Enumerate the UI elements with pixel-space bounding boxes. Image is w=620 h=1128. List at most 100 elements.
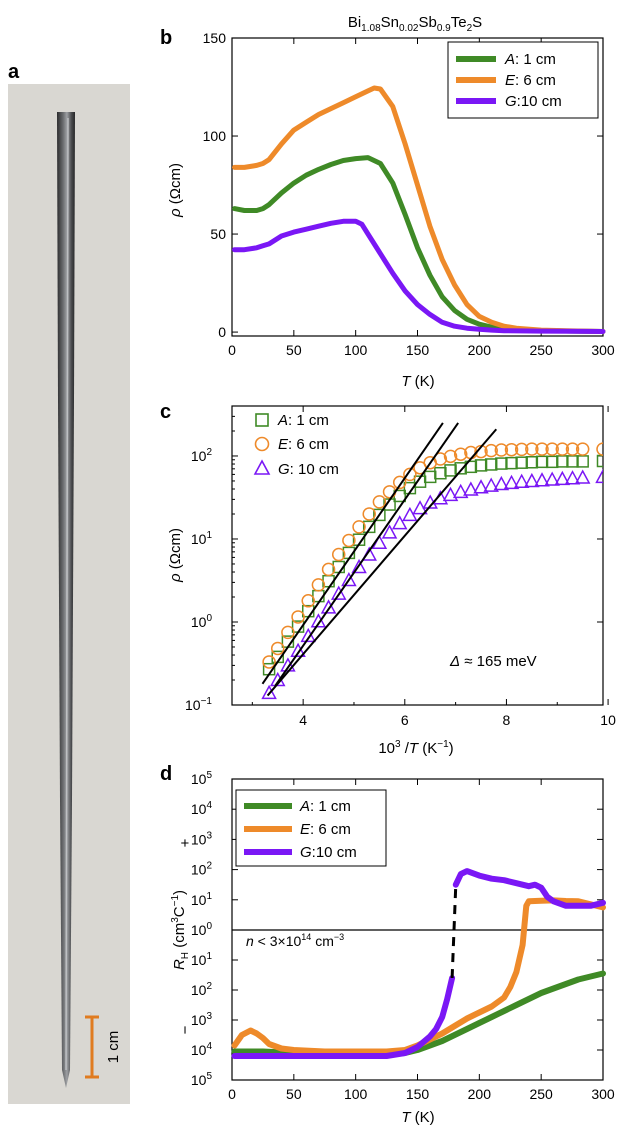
chart-c-point-G — [463, 481, 479, 496]
chart-d-sign-change-dashed-line — [450, 884, 458, 979]
chart-c-point-E — [392, 475, 407, 490]
chart-d-line-G-positive — [452, 868, 606, 909]
chart-c-point-G — [483, 477, 499, 492]
chart-c-point-E — [372, 495, 387, 509]
chart-d-ytick-label-upper: 101 — [191, 891, 213, 908]
chart-c-point-E — [443, 449, 458, 464]
chart-c-point-G — [452, 483, 469, 499]
legend-c-E-marker — [254, 436, 270, 452]
panel-a: a 1 cm — [8, 61, 130, 1104]
chart-c-marks — [261, 422, 603, 700]
chart-c-point-G — [381, 524, 398, 539]
chart-c-point-A — [566, 455, 579, 468]
legend-b-G-label: G:10 cm — [505, 93, 562, 110]
chart-c-plot: 4 6 8 10 10−1 100 101 102 — [185, 405, 616, 728]
chart-c-ylabel: ρ (Ωcm) — [167, 528, 184, 583]
chart-c-point-A — [515, 456, 528, 469]
legend-c-A-marker — [255, 413, 269, 427]
chart-b-xtick-label: 200 — [468, 342, 492, 358]
chart-c-point-E — [311, 578, 326, 592]
chart-d-ytick-label-upper: 105 — [191, 770, 213, 787]
chart-c-point-A — [535, 455, 549, 469]
chart-c-point-A — [474, 459, 488, 472]
chart-c-point-E — [352, 520, 366, 534]
chart-c-xtick-label: 10 — [600, 712, 616, 728]
chart-c-point-E — [555, 442, 570, 456]
chart-c-fit-line-2 — [274, 422, 459, 687]
panel-label-a: a — [8, 61, 20, 83]
chart-d-xtick-label: 300 — [591, 1086, 615, 1102]
chart-d-ytick-label-lower: 102 — [191, 981, 213, 998]
chart-c-point-G — [513, 473, 530, 488]
chart-c-point-G — [330, 585, 347, 600]
chart-c-point-A — [556, 455, 569, 468]
chart-b-ytick-label: 50 — [210, 226, 226, 242]
chart-c-point-A — [576, 455, 589, 468]
chart-c-point-G — [595, 468, 603, 484]
chart-c-point-E — [362, 507, 376, 521]
panel-label-d: d — [160, 763, 172, 785]
chart-c-point-G — [391, 515, 408, 530]
chart-c-ytick-label: 100 — [191, 613, 213, 630]
chart-c-xlabel: 103 /T (K−1) — [378, 739, 453, 757]
legend-c-G-marker — [253, 459, 271, 475]
chart-c-point-G — [351, 558, 367, 574]
panel-label-b: b — [160, 27, 172, 49]
chart-c-point-G — [534, 472, 550, 487]
chart-c-point-A — [525, 456, 539, 469]
chart-d-sign-minus: − — [177, 1025, 194, 1034]
chart-d-xtick-label: 50 — [286, 1086, 302, 1102]
chart-d-ytick-label-lower: 101 — [191, 951, 213, 968]
scale-bar: 1 cm — [85, 1015, 122, 1079]
chart-c-point-G — [544, 471, 560, 486]
chart-c-point-A — [484, 458, 498, 471]
chart-c-point-A — [464, 460, 478, 474]
chart-c-point-A — [495, 457, 508, 470]
chart-c-point-G — [564, 470, 581, 485]
chart-d-sign-plus: + — [177, 838, 194, 847]
chart-d-legend: A: 1 cm E: 6 cm G:10 cm — [235, 789, 387, 867]
chart-c-point-A — [423, 470, 437, 484]
chart-b-ytick-label: 0 — [218, 324, 226, 340]
chart-c-point-A — [362, 520, 376, 534]
chart-d-ytick-label-upper: 103 — [191, 830, 213, 847]
chart-c-point-E — [575, 442, 590, 456]
chart-d-line-E — [231, 897, 606, 1055]
chart-c-ytick-label: 10−1 — [185, 696, 212, 713]
chart-c-point-A — [596, 454, 603, 468]
chart-d-xtick-label: 0 — [228, 1086, 236, 1102]
rod-image — [57, 112, 75, 1088]
chart-c-ytick-label: 101 — [191, 530, 213, 547]
chart-b-xtick-label: 0 — [228, 342, 236, 358]
chart-c-point-E — [453, 447, 468, 461]
chart-b-xtick-label: 250 — [529, 342, 553, 358]
chart-c-point-E — [514, 442, 529, 457]
chart-b-legend: A: 1 cm E: 6 cm G:10 cm — [447, 41, 599, 119]
chart-d-ytick-label-lower: 104 — [191, 1041, 213, 1058]
chart-c-point-E — [331, 547, 346, 562]
chart-c-point-A — [434, 466, 447, 480]
panel-d: d 0 50 100 150 200 250 300 105 104 103 102 101 100 10… — [160, 763, 615, 1126]
chart-c-point-A — [545, 455, 559, 469]
chart-c-point-A — [454, 462, 467, 475]
chart-b-xtick-label: 50 — [286, 342, 302, 358]
chart-b-ytick-label: 100 — [203, 128, 227, 144]
chart-c-point-G — [554, 470, 571, 486]
chart-c-point-G — [261, 684, 277, 700]
chart-c-point-G — [493, 475, 510, 491]
panel-label-c: c — [160, 401, 171, 423]
legend-c-G-label: G: 10 cm — [278, 461, 339, 478]
chart-c-point-A — [444, 464, 457, 477]
chart-c-point-G — [574, 469, 591, 484]
chart-d-ylabel: RH (cm3C−1) — [170, 890, 191, 970]
chart-c-point-E — [321, 562, 336, 577]
chart-b-xtick-label: 300 — [591, 342, 615, 358]
chart-b-line-G — [232, 218, 606, 334]
chart-b-line-E — [232, 85, 606, 334]
chart-d-ytick-label-upper: 102 — [191, 861, 213, 878]
chart-c-point-G — [341, 571, 357, 587]
legend-d-G-label: G:10 cm — [300, 844, 357, 861]
chart-c-point-E — [301, 594, 315, 608]
panel-c: c 4 6 8 10 10−1 100 101 102 ρ (Ωcm) 103 /T (K−1… — [160, 401, 616, 757]
chart-c-xtick-label: 6 — [401, 712, 409, 728]
